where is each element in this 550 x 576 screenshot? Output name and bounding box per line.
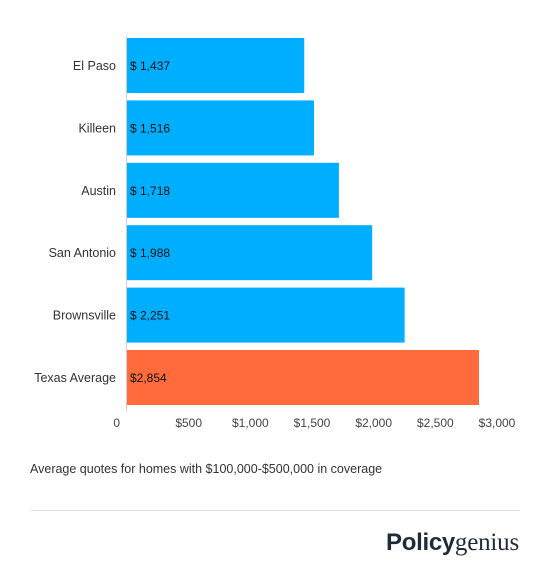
- x-tick-label: $1,000: [232, 416, 269, 430]
- x-tick-label: 0: [113, 416, 120, 430]
- category-label-el-paso: El Paso: [73, 59, 116, 73]
- bar-value-label-el-paso: $ 1,437: [130, 59, 170, 73]
- category-label-killeen: Killeen: [78, 121, 116, 135]
- bar-austin: [127, 162, 339, 218]
- x-tick-label: $1,500: [294, 416, 331, 430]
- bar-texas-average: [127, 350, 479, 405]
- chart-caption: Average quotes for homes with $100,000-$…: [30, 462, 383, 476]
- bar-chart: El Paso Killeen Austin San Antonio Brownsvil…: [34, 36, 516, 430]
- category-labels: El Paso Killeen Austin San Antonio Brownsvil…: [34, 59, 116, 385]
- bar-value-label-san-antonio: $ 1,988: [130, 246, 170, 260]
- bar-brownsville: [127, 287, 405, 343]
- bar-san-antonio: [127, 225, 373, 281]
- bar-value-label-brownsville: $ 2,251: [130, 309, 170, 323]
- logo-genius-text: genius: [454, 529, 519, 556]
- category-label-brownsville: Brownsville: [53, 309, 116, 323]
- bar-value-label-austin: $ 1,718: [130, 184, 170, 198]
- bar-value-label-killeen: $ 1,516: [130, 121, 170, 135]
- category-label-texas-average: Texas Average: [34, 371, 116, 385]
- bar-el-paso: [127, 38, 305, 93]
- x-axis-tick-labels: 0 $500 $1,000 $1,500 $2,000 $2,500 $3,000: [113, 416, 515, 430]
- category-label-san-antonio: San Antonio: [49, 246, 116, 260]
- category-label-austin: Austin: [81, 184, 116, 198]
- x-tick-label: $2,000: [355, 416, 392, 430]
- bar-value-labels: $ 1,437 $ 1,516 $ 1,718 $ 1,988 $ 2,251 $2,85…: [130, 59, 170, 385]
- x-tick-label: $2,500: [417, 416, 454, 430]
- policygenius-logo: Policygenius: [386, 528, 519, 558]
- bar-value-label-texas-average: $2,854: [130, 371, 167, 385]
- x-tick-label: $3,000: [479, 416, 516, 430]
- logo-policy-text: Policy: [386, 529, 455, 556]
- bars-group: [127, 38, 479, 405]
- bar-killeen: [127, 100, 314, 156]
- x-tick-label: $500: [175, 416, 202, 430]
- footer-divider: [30, 510, 520, 511]
